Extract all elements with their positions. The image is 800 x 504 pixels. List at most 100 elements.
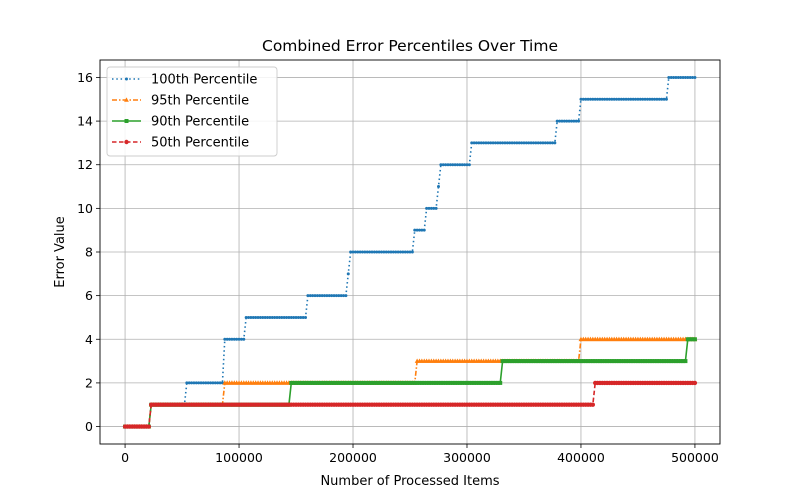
series-100th-percentile-point <box>534 141 538 145</box>
x-tick-label: 300000 <box>443 450 491 465</box>
series-90th-percentile-point <box>429 380 434 385</box>
series-90th-percentile-point <box>681 359 686 364</box>
series-90th-percentile-point <box>365 380 370 385</box>
series-100th-percentile-point <box>372 250 376 254</box>
y-tick-label: 2 <box>85 375 93 390</box>
series-100th-percentile-point <box>503 141 507 145</box>
series-100th-percentile-point <box>294 315 298 319</box>
y-tick-label: 6 <box>85 288 93 303</box>
x-tick-label: 200000 <box>329 450 377 465</box>
series-90th-percentile-point <box>386 380 391 385</box>
series-90th-percentile-point <box>505 359 510 364</box>
series-100th-percentile-point <box>653 97 657 101</box>
series-90th-percentile-point <box>669 359 674 364</box>
series-100th-percentile-point <box>586 97 590 101</box>
series-100th-percentile-point <box>536 141 540 145</box>
series-100th-percentile-point <box>261 315 265 319</box>
series-100th-percentile-point <box>455 163 459 167</box>
series-100th-percentile-point <box>634 97 638 101</box>
series-90th-percentile-point <box>557 359 562 364</box>
series-100th-percentile-point <box>479 141 483 145</box>
series-100th-percentile-point <box>410 250 414 254</box>
series-90th-percentile-point <box>486 380 491 385</box>
y-tick-label: 8 <box>85 245 93 260</box>
series-90th-percentile-point <box>657 359 662 364</box>
series-90th-percentile-point <box>640 359 645 364</box>
series-100th-percentile-point <box>242 337 246 341</box>
series-100th-percentile-point <box>446 163 450 167</box>
series-90th-percentile-point <box>614 359 619 364</box>
series-90th-percentile-point <box>441 380 446 385</box>
series-90th-percentile-point <box>377 380 382 385</box>
series-100th-percentile-point <box>591 97 595 101</box>
series-100th-percentile-point <box>425 206 429 210</box>
series-90th-percentile-point <box>645 359 650 364</box>
series-90th-percentile-point <box>370 380 375 385</box>
series-100th-percentile-point <box>650 97 654 101</box>
series-100th-percentile-point <box>415 228 419 232</box>
series-100th-percentile-point <box>458 163 462 167</box>
series-90th-percentile-point <box>408 380 412 385</box>
series-90th-percentile-point <box>389 380 394 385</box>
series-90th-percentile-point <box>303 380 308 385</box>
series-90th-percentile-point <box>483 380 488 385</box>
series-50th-percentile-point <box>590 402 596 407</box>
series-90th-percentile-point <box>400 380 405 385</box>
series-50th-percentile <box>122 380 698 429</box>
series-100th-percentile-point <box>258 315 262 319</box>
series-90th-percentile-point <box>643 359 648 364</box>
series-100th-percentile-point <box>501 141 505 145</box>
series-100th-percentile-point <box>441 163 445 167</box>
series-100th-percentile-point <box>287 315 291 319</box>
series-90th-percentile-point <box>415 380 420 385</box>
series-90th-percentile-point <box>498 380 503 385</box>
series-90th-percentile-point <box>688 337 693 342</box>
series-100th-percentile-point <box>626 97 630 101</box>
y-tick-label: 0 <box>85 419 93 434</box>
series-90th-percentile-point <box>666 359 671 364</box>
series-90th-percentile-point <box>512 359 517 364</box>
series-100th-percentile-point <box>565 119 569 123</box>
series-90th-percentile-point <box>602 359 607 364</box>
series-90th-percentile-point <box>552 359 557 364</box>
series-100th-percentile-point <box>337 294 341 298</box>
x-tick-label: 400000 <box>557 450 605 465</box>
series-100th-percentile-point <box>505 141 509 145</box>
series-100th-percentile-point <box>681 75 685 79</box>
series-100th-percentile-point <box>472 141 476 145</box>
legend-entry-90th-percentile: 90th Percentile <box>112 115 249 130</box>
series-100th-percentile-point <box>579 97 583 101</box>
series-90th-percentile-point <box>351 380 356 385</box>
series-100th-percentile-point <box>548 141 552 145</box>
series-100th-percentile-point <box>289 315 293 319</box>
series-100th-percentile-point <box>624 97 628 101</box>
series-100th-percentile-point <box>211 381 215 385</box>
series-90th-percentile-point <box>514 359 519 364</box>
series-90th-percentile-point <box>396 380 401 385</box>
series-100th-percentile-point <box>655 97 659 101</box>
series-90th-percentile-point <box>529 359 534 364</box>
series-100th-percentile-point <box>451 163 455 167</box>
series-90th-percentile-point <box>519 359 524 364</box>
series-100th-percentile-point <box>669 75 673 79</box>
series-100th-percentile-point <box>301 315 305 319</box>
series-90th-percentile-point <box>521 359 526 364</box>
series-100th-percentile-point <box>197 381 201 385</box>
series-90th-percentile-point <box>676 359 681 364</box>
series-100th-percentile-point <box>543 141 547 145</box>
series-100th-percentile-point <box>396 250 400 254</box>
series-100th-percentile-point <box>596 97 600 101</box>
series-100th-percentile-point <box>546 141 550 145</box>
series-100th-percentile-point <box>375 250 379 254</box>
series-90th-percentile-point <box>424 380 429 385</box>
series-100th-percentile-point <box>629 97 633 101</box>
series-100th-percentile-point <box>427 206 431 210</box>
series-90th-percentile-point <box>502 359 507 364</box>
series-90th-percentile-point <box>545 359 550 364</box>
series-90th-percentile-point <box>405 380 410 385</box>
series-90th-percentile-point <box>412 380 417 385</box>
series-100th-percentile-point <box>529 141 533 145</box>
series-100th-percentile-point <box>351 250 355 254</box>
series-100th-percentile-point <box>249 315 253 319</box>
series-90th-percentile-point <box>474 380 479 385</box>
